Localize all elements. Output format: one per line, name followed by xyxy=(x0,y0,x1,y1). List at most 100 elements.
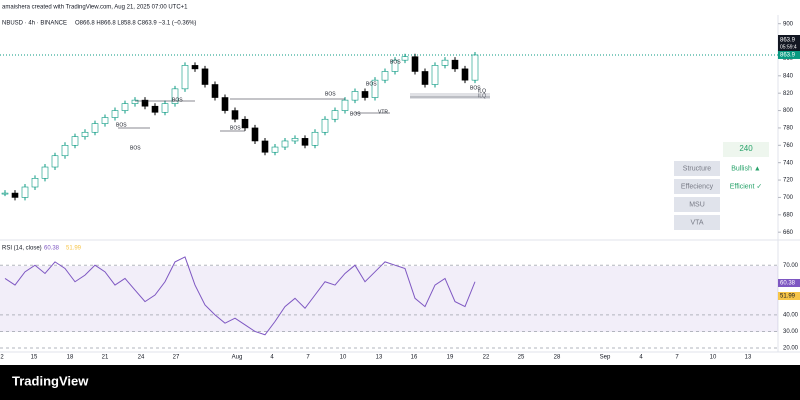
footer-bar xyxy=(0,365,800,400)
candle xyxy=(291,138,299,142)
candle xyxy=(221,97,229,111)
candle xyxy=(241,118,249,129)
rsi-tag-bg xyxy=(778,279,800,287)
rsi-tick-label: 70.00 xyxy=(783,263,799,269)
annotation: BOS xyxy=(350,111,361,117)
candle xyxy=(471,54,479,81)
price-tick-label: 760 xyxy=(783,143,794,149)
time-label: 28 xyxy=(554,355,561,361)
time-label: 15 xyxy=(31,355,38,361)
annotation: ILQ xyxy=(478,93,486,99)
time-label: 22 xyxy=(483,355,490,361)
candle xyxy=(71,136,79,146)
time-label: 13 xyxy=(745,355,752,361)
candle xyxy=(301,138,309,146)
candle xyxy=(371,79,379,98)
candle xyxy=(11,192,19,198)
panel-cell xyxy=(674,197,720,212)
annotation: ILQ xyxy=(478,88,486,94)
rsi-tick-label: 20.00 xyxy=(783,346,799,352)
annotation: BOS xyxy=(366,81,377,87)
candle xyxy=(231,110,239,120)
annotation: BOS xyxy=(390,59,401,65)
time-label: 10 xyxy=(710,355,717,361)
time-label: 10 xyxy=(340,355,347,361)
panel-cell xyxy=(674,161,720,176)
price-tick-label: 860 xyxy=(783,56,794,62)
time-label: 27 xyxy=(173,355,180,361)
candle xyxy=(121,103,129,111)
annotation: BOS xyxy=(116,122,127,128)
candle xyxy=(81,131,89,137)
candle xyxy=(101,117,109,124)
panel-label: Structure xyxy=(683,165,712,172)
time-label: 16 xyxy=(411,355,418,361)
candle xyxy=(341,99,349,111)
candle xyxy=(251,127,259,142)
candle xyxy=(141,99,149,107)
rsi-legend: RSI (14, close) xyxy=(2,246,42,252)
candle xyxy=(431,65,439,85)
footer-logo: TradingView xyxy=(12,373,89,388)
candle xyxy=(201,68,209,85)
candle xyxy=(211,84,219,98)
time-label: 19 xyxy=(447,355,454,361)
candle xyxy=(111,110,119,118)
candle xyxy=(281,140,289,148)
ma-tag-bg xyxy=(778,292,800,300)
candle xyxy=(411,56,419,72)
price-tag-bg xyxy=(778,35,800,51)
panel-cell xyxy=(674,179,720,194)
time-label: 21 xyxy=(102,355,109,361)
time-label: 18 xyxy=(67,355,74,361)
candle xyxy=(451,59,459,70)
candle xyxy=(31,178,39,188)
annotation: BOS xyxy=(325,91,336,97)
time-label: Aug xyxy=(232,355,243,361)
candle xyxy=(151,105,159,113)
time-label: 25 xyxy=(518,355,525,361)
candle xyxy=(351,91,359,101)
rsi-band xyxy=(0,266,778,332)
time-label: 4 xyxy=(270,355,274,361)
candle xyxy=(331,110,339,120)
candle xyxy=(161,103,169,113)
rsi-legend-ma: 51.99 xyxy=(66,246,82,252)
price-tick-label: 900 xyxy=(783,21,794,27)
annotation: VTR xyxy=(378,109,388,115)
rsi-tick-label: 30.00 xyxy=(783,329,799,335)
annotation: BOS xyxy=(172,97,183,103)
price-tick-label: 740 xyxy=(783,160,794,166)
annotation: BOS xyxy=(130,145,141,151)
candle xyxy=(271,146,279,153)
candle xyxy=(41,166,49,179)
candle xyxy=(61,145,69,157)
time-label: 2 xyxy=(0,355,4,361)
candle xyxy=(461,68,469,81)
last-price-tag: 863.9 xyxy=(780,53,796,59)
candle xyxy=(361,91,369,98)
panel-value: Bullish ▲ xyxy=(731,165,761,172)
timeframe-box xyxy=(723,142,769,157)
candle xyxy=(191,65,199,70)
candle xyxy=(321,118,329,133)
rsi-line xyxy=(4,256,476,336)
candle xyxy=(21,186,29,198)
liquidity-zone xyxy=(410,93,490,99)
price-tick-label: 820 xyxy=(783,91,794,97)
annotation: BOS xyxy=(470,85,481,91)
price-tick-label: 720 xyxy=(783,178,794,184)
price-tick-label: 840 xyxy=(783,73,794,79)
candle xyxy=(91,123,99,133)
candle xyxy=(51,155,59,168)
rsi-tick-label: 40.00 xyxy=(783,312,799,318)
candle xyxy=(421,71,429,85)
price-tag-bg xyxy=(778,50,800,59)
panel-label: MSU xyxy=(689,201,705,208)
time-label: 13 xyxy=(376,355,383,361)
candle xyxy=(261,140,269,153)
price-tick-label: 660 xyxy=(783,230,794,236)
last-price: 863.9 xyxy=(780,38,796,44)
author-line: amaishera created with TradingView.com, … xyxy=(2,5,188,11)
